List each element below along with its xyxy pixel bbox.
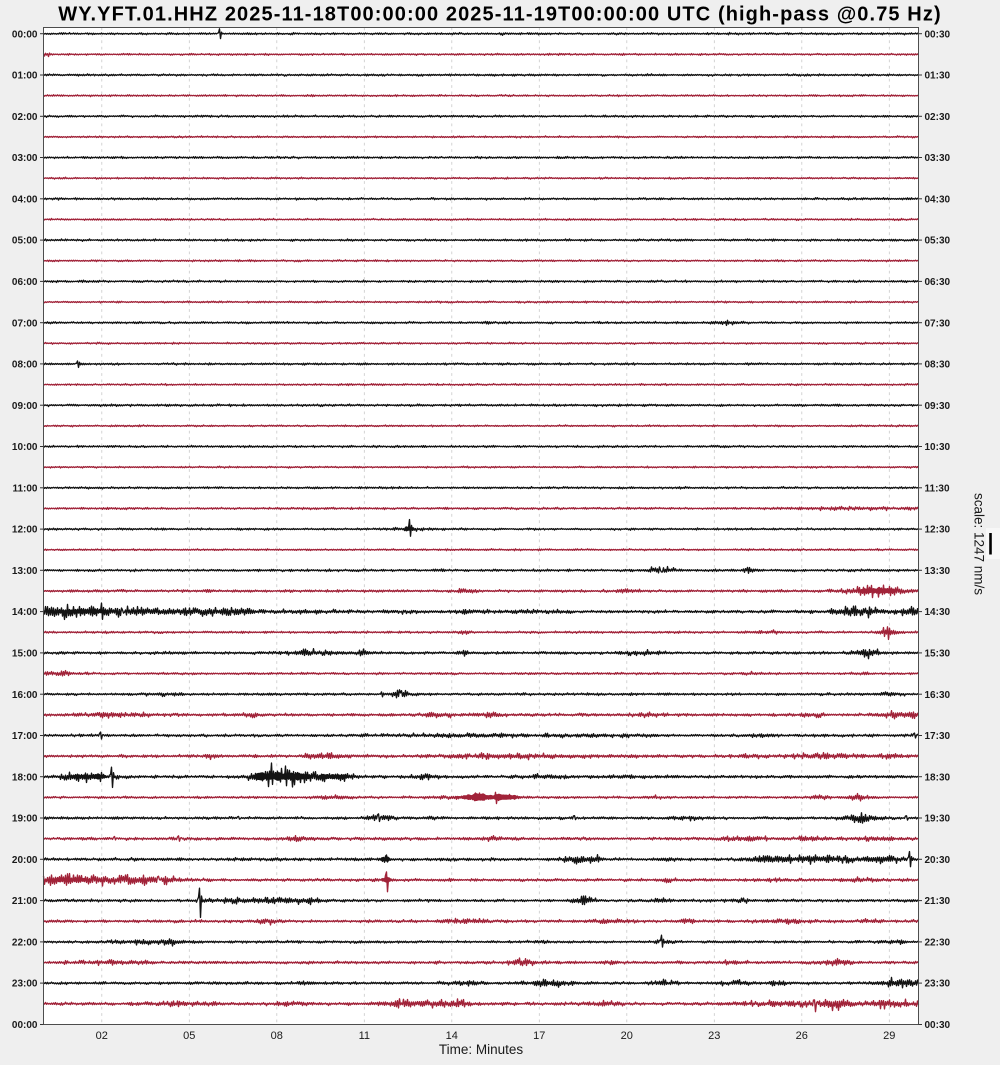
svg-text:23:00: 23:00 [12, 979, 38, 990]
svg-text:02:30: 02:30 [925, 112, 951, 123]
svg-text:17:00: 17:00 [12, 731, 38, 742]
svg-text:18:00: 18:00 [12, 772, 38, 783]
svg-text:09:00: 09:00 [12, 401, 38, 412]
svg-text:14: 14 [446, 1030, 458, 1042]
svg-text:04:30: 04:30 [925, 194, 951, 205]
svg-text:13:00: 13:00 [12, 566, 38, 577]
svg-text:06:00: 06:00 [12, 277, 38, 288]
svg-text:01:00: 01:00 [12, 71, 38, 82]
svg-text:16:30: 16:30 [925, 690, 951, 701]
svg-text:01:30: 01:30 [925, 71, 951, 82]
svg-text:05: 05 [183, 1030, 195, 1042]
svg-text:11:00: 11:00 [12, 483, 37, 494]
svg-text:19:00: 19:00 [12, 814, 38, 825]
svg-text:20:30: 20:30 [925, 855, 951, 866]
svg-text:22:00: 22:00 [12, 938, 38, 949]
svg-text:08:30: 08:30 [925, 360, 951, 371]
svg-text:scale: 1247 nm/s: scale: 1247 nm/s [972, 493, 987, 595]
svg-text:19:30: 19:30 [925, 814, 951, 825]
svg-text:00:00: 00:00 [12, 29, 38, 40]
svg-text:Time: Minutes: Time: Minutes [439, 1042, 524, 1057]
svg-text:20:00: 20:00 [12, 855, 38, 866]
svg-text:08:00: 08:00 [12, 360, 38, 371]
svg-text:04:00: 04:00 [12, 194, 38, 205]
svg-text:02: 02 [96, 1030, 108, 1042]
svg-text:02:00: 02:00 [12, 112, 38, 123]
svg-text:12:30: 12:30 [925, 525, 951, 536]
svg-text:14:30: 14:30 [925, 607, 951, 618]
svg-text:00:30: 00:30 [925, 1020, 951, 1031]
svg-text:00:00: 00:00 [12, 1020, 38, 1031]
svg-text:WY.YFT.01.HHZ 2025-11-18T00:00: WY.YFT.01.HHZ 2025-11-18T00:00:00 2025-1… [58, 4, 941, 26]
svg-text:22:30: 22:30 [925, 938, 951, 949]
svg-text:08: 08 [271, 1030, 283, 1042]
svg-text:14:00: 14:00 [12, 607, 38, 618]
svg-text:03:30: 03:30 [925, 153, 951, 164]
svg-text:16:00: 16:00 [12, 690, 38, 701]
svg-text:06:30: 06:30 [925, 277, 951, 288]
svg-text:07:00: 07:00 [12, 318, 38, 329]
svg-text:15:00: 15:00 [12, 649, 38, 660]
svg-text:20: 20 [621, 1030, 633, 1042]
svg-text:26: 26 [796, 1030, 808, 1042]
svg-text:17: 17 [533, 1030, 545, 1042]
svg-text:29: 29 [883, 1030, 895, 1042]
svg-text:10:00: 10:00 [12, 442, 38, 453]
svg-text:07:30: 07:30 [925, 318, 951, 329]
svg-text:00:30: 00:30 [925, 29, 951, 40]
svg-text:10:30: 10:30 [925, 442, 951, 453]
svg-text:21:00: 21:00 [12, 896, 38, 907]
svg-text:12:00: 12:00 [12, 525, 38, 536]
svg-text:03:00: 03:00 [12, 153, 38, 164]
svg-text:18:30: 18:30 [925, 772, 951, 783]
svg-text:09:30: 09:30 [925, 401, 951, 412]
svg-text:21:30: 21:30 [925, 896, 951, 907]
svg-text:05:30: 05:30 [925, 236, 951, 247]
svg-text:15:30: 15:30 [925, 649, 951, 660]
svg-text:13:30: 13:30 [925, 566, 951, 577]
svg-text:17:30: 17:30 [925, 731, 951, 742]
svg-text:23: 23 [708, 1030, 720, 1042]
svg-text:05:00: 05:00 [12, 236, 38, 247]
svg-text:11: 11 [359, 1030, 370, 1042]
svg-text:23:30: 23:30 [925, 979, 951, 990]
svg-text:11:30: 11:30 [925, 483, 950, 494]
